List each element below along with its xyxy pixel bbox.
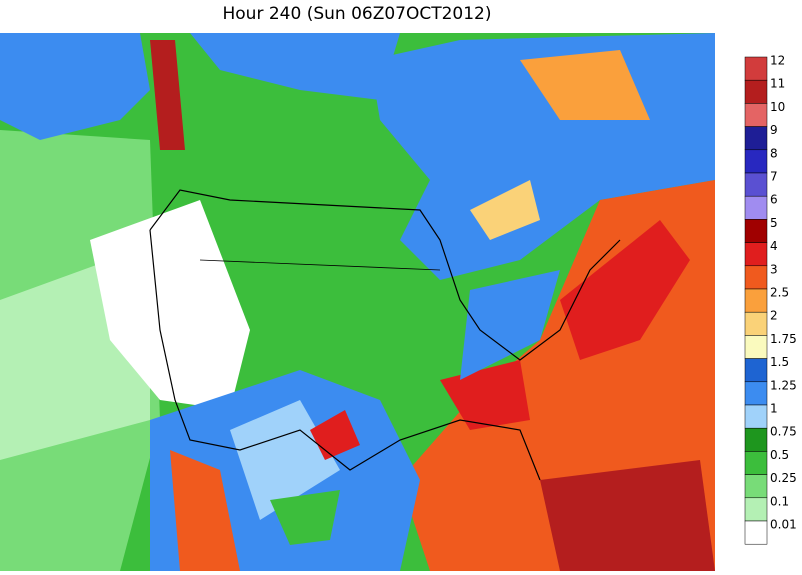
legend-swatch [744,381,768,406]
precip-area [520,50,650,120]
legend-swatch [744,265,768,290]
precip-area [470,180,540,240]
legend-swatch [744,219,768,243]
legend-swatch [744,149,768,174]
legend-swatch [744,242,768,267]
legend-label: 0.01 [770,518,797,532]
legend-swatch [744,520,768,545]
legend-swatch [744,288,768,313]
legend-label: 0.5 [770,448,789,462]
precip-area [170,450,240,571]
legend-label: 12 [770,54,785,68]
precip-area [90,200,250,410]
precip-area [540,460,715,571]
legend-label: 0.25 [770,471,797,485]
precip-area [270,490,340,545]
legend-swatch [744,103,768,127]
legend-label: 7 [770,170,778,184]
legend: 12 11 10 9 8 7 6 5 4 3 2.5 2 1.75 1.5 1.25 1 0.75 0.5 0.25… [744,54,797,545]
legend-swatch [744,79,768,104]
legend-swatch [744,56,768,81]
legend-label: 6 [770,193,778,207]
legend-swatch [744,126,768,151]
legend-label: 2.5 [770,286,789,300]
legend-swatch [744,311,768,336]
precip-area [560,220,690,360]
legend-label: 9 [770,123,778,137]
legend-label: 10 [770,100,785,114]
legend-label: 3 [770,262,778,276]
legend-label: 1.25 [770,378,797,392]
precip-area [150,40,185,150]
legend-swatch [744,427,768,452]
legend-label: 1.75 [770,332,797,346]
border-line [149,189,621,361]
legend-label: 1 [770,402,778,416]
legend-label: 2 [770,309,778,323]
legend-label: 5 [770,216,778,230]
legend-swatch [744,335,768,359]
legend-swatch [744,451,768,475]
precip-area [460,270,560,380]
legend-label: 1.5 [770,355,789,369]
map-title: Hour 240 (Sun 06Z07OCT2012) [222,4,491,24]
legend-label: 0.1 [770,494,789,508]
precip-area [0,33,150,140]
legend-label: 4 [770,239,778,253]
map [0,33,715,571]
legend-label: 11 [770,77,785,91]
state-lines [199,259,441,271]
legend-swatch [744,497,768,522]
legend-swatch [744,404,768,429]
legend-swatch [744,358,768,383]
legend-label: 8 [770,146,778,160]
legend-swatch [744,195,768,220]
legend-swatch [744,172,768,197]
border-line [149,229,541,481]
precip-area [190,33,400,100]
legend-label: 0.75 [770,425,797,439]
legend-swatch [744,474,768,499]
